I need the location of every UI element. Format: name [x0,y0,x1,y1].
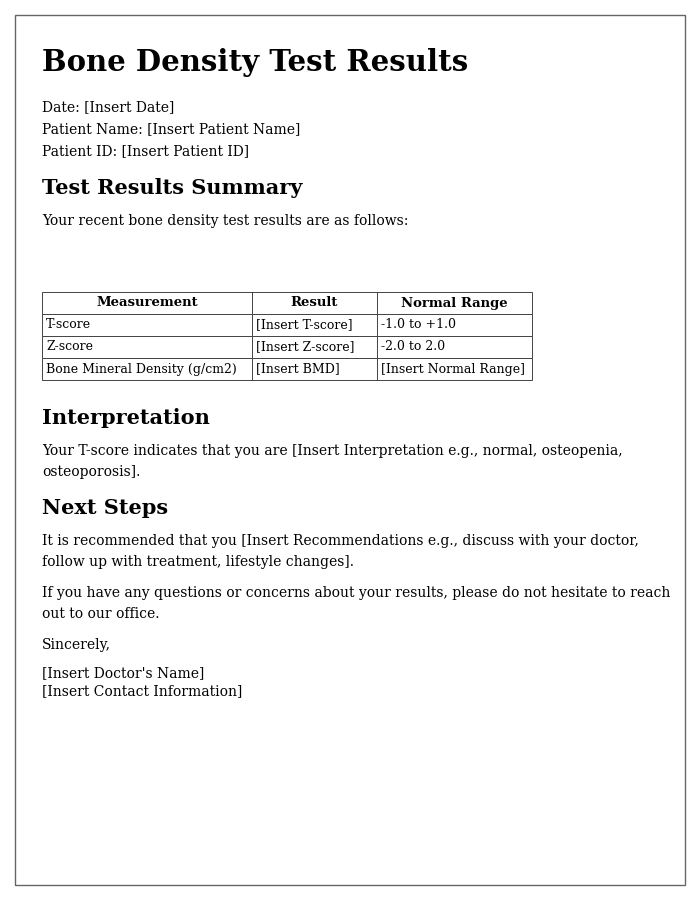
Text: Normal Range: Normal Range [401,296,508,310]
Text: -2.0 to 2.0: -2.0 to 2.0 [381,340,445,354]
Bar [42,358,532,380]
Text: [Insert Contact Information]: [Insert Contact Information] [42,684,242,698]
Text: Your T-score indicates that you are [Insert Interpretation e.g., normal, osteope: Your T-score indicates that you are [Ins… [42,444,622,479]
Text: Interpretation: Interpretation [42,408,210,428]
Text: Next Steps: Next Steps [42,498,168,518]
Text: Sincerely,: Sincerely, [42,638,111,652]
Text: Patient Name: [Insert Patient Name]: Patient Name: [Insert Patient Name] [42,122,300,136]
Text: Measurement: Measurement [96,296,198,310]
Text: [Insert Normal Range]: [Insert Normal Range] [381,363,525,375]
Text: [Insert T-score]: [Insert T-score] [256,319,353,331]
Text: T-score: T-score [46,319,91,331]
Text: [Insert Doctor's Name]: [Insert Doctor's Name] [42,666,204,680]
Text: [Insert Z-score]: [Insert Z-score] [256,340,354,354]
Bar [42,314,532,336]
Text: Bone Mineral Density (g/cm2): Bone Mineral Density (g/cm2) [46,363,237,375]
Text: Your recent bone density test results are as follows:: Your recent bone density test results ar… [42,214,408,228]
Text: Z-score: Z-score [46,340,93,354]
Text: Bone Density Test Results: Bone Density Test Results [42,48,468,77]
Text: Test Results Summary: Test Results Summary [42,178,302,198]
Text: Result: Result [290,296,338,310]
Text: Date: [Insert Date]: Date: [Insert Date] [42,100,174,114]
Bar [42,336,532,358]
Text: Patient ID: [Insert Patient ID]: Patient ID: [Insert Patient ID] [42,144,249,158]
Text: [Insert BMD]: [Insert BMD] [256,363,340,375]
Bar [42,292,532,314]
Text: -1.0 to +1.0: -1.0 to +1.0 [381,319,456,331]
Text: It is recommended that you [Insert Recommendations e.g., discuss with your docto: It is recommended that you [Insert Recom… [42,534,639,569]
Text: If you have any questions or concerns about your results, please do not hesitate: If you have any questions or concerns ab… [42,586,671,621]
